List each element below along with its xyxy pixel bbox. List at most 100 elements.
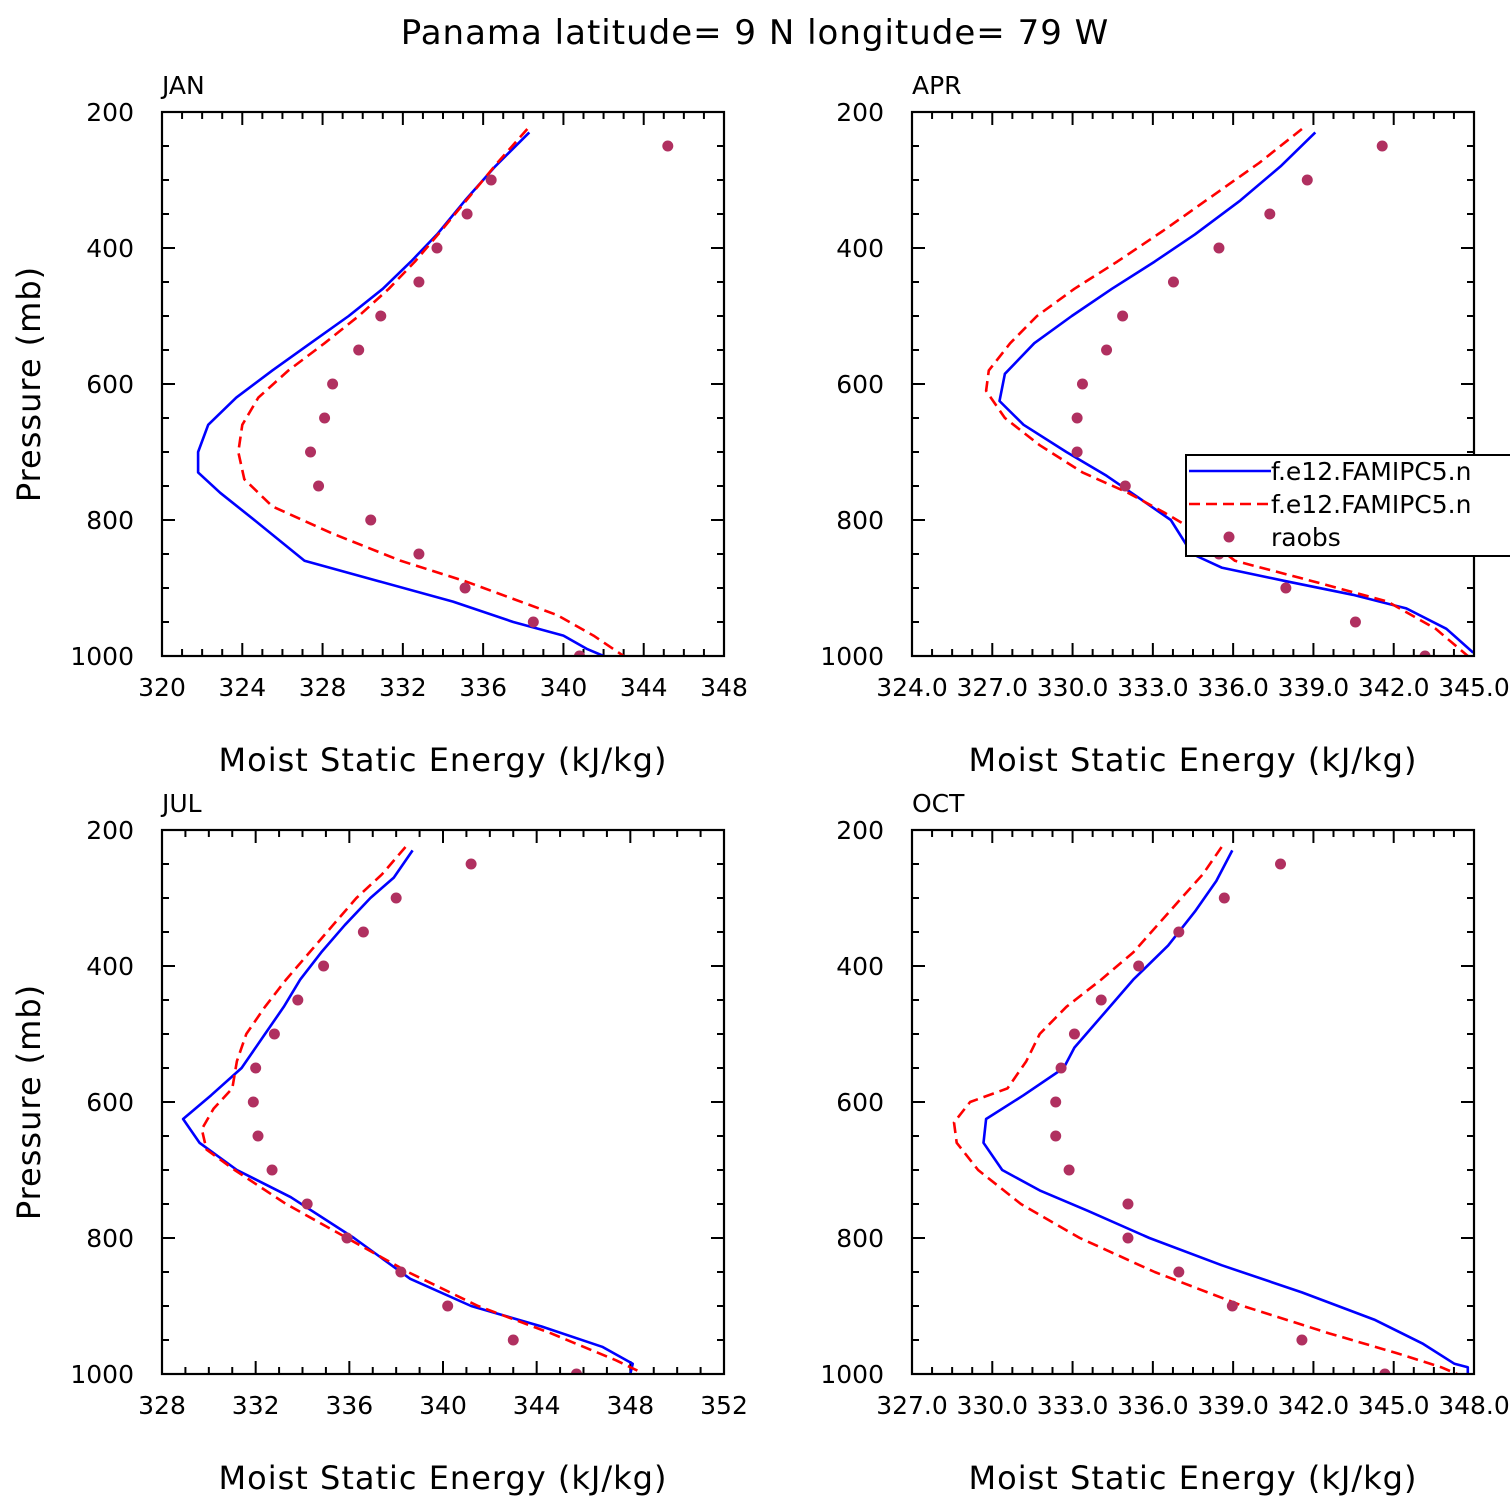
raobs-point <box>570 1368 582 1374</box>
raobs-point <box>318 960 330 972</box>
raobs-point <box>459 582 471 594</box>
raobs-point <box>301 1198 313 1210</box>
plot-frame <box>160 110 726 658</box>
chart-jul: JUL 328 332 336 340 344 348 352 200 400 600 800 1000… <box>10 789 748 1497</box>
raobs-point <box>390 892 402 904</box>
series-raobs <box>1071 140 1431 656</box>
panel-label: APR <box>912 71 962 100</box>
series-raobs <box>247 858 582 1374</box>
x-tick-label: 345.0 <box>1358 1391 1430 1420</box>
raobs-point <box>1173 926 1185 938</box>
x-tick-label: 328 <box>138 1391 186 1420</box>
raobs-point <box>1095 994 1107 1006</box>
raobs-point <box>1280 582 1292 594</box>
y-axis-title: Pressure (mb) <box>10 266 48 502</box>
plot-frame <box>910 110 1476 658</box>
raobs-point <box>507 1334 519 1346</box>
x-tick-label: 324 <box>218 673 266 702</box>
raobs-point <box>527 616 539 628</box>
x-tick-label: 339.0 <box>1278 673 1350 702</box>
series-line-red-dashed <box>237 128 625 656</box>
raobs-point <box>662 140 674 152</box>
raobs-point <box>1068 1028 1080 1040</box>
legend-label: f.e12.FAMIPC5.n <box>1271 457 1471 486</box>
raobs-point <box>1122 1232 1134 1244</box>
raobs-point <box>266 1164 278 1176</box>
y-tick-label: 600 <box>86 1088 134 1117</box>
raobs-point <box>1071 446 1083 458</box>
x-tick-label: 348 <box>700 673 748 702</box>
series-line-red-dashed <box>200 846 638 1372</box>
raobs-point <box>1173 1266 1185 1278</box>
raobs-point <box>573 650 585 656</box>
series-raobs <box>1050 858 1391 1374</box>
plot-area <box>984 127 1474 656</box>
chart-apr: APR 324.0 327.0 330.0 333.0 336.0 339.0 342.0 34… <box>820 71 1509 779</box>
x-tick-label: 328 <box>299 673 347 702</box>
series-line-blue-solid <box>998 131 1474 654</box>
raobs-point <box>1264 208 1276 220</box>
raobs-point <box>1218 892 1230 904</box>
x-tick-label: 344 <box>513 1391 561 1420</box>
raobs-point <box>1296 1334 1308 1346</box>
x-tick-label: 330.0 <box>956 1391 1028 1420</box>
raobs-point <box>319 412 331 424</box>
y-tick-label: 1000 <box>70 642 134 671</box>
raobs-point <box>431 242 443 254</box>
raobs-point <box>247 1096 259 1108</box>
raobs-point <box>1119 480 1131 492</box>
y-tick-label: 800 <box>86 506 134 535</box>
x-tick-label: 336 <box>325 1391 373 1420</box>
raobs-point <box>1275 858 1287 870</box>
x-tick-label: 344 <box>620 673 668 702</box>
raobs-point <box>327 378 339 390</box>
x-tick-label: 320 <box>138 673 186 702</box>
y-tick-label: 400 <box>836 952 884 981</box>
chart-oct: OCT 327.0 330.0 333.0 336.0 339.0 342.0 345.0 34… <box>820 789 1509 1497</box>
x-axis-title: Moist Static Energy (kJ/kg) <box>969 1459 1418 1497</box>
legend-dot <box>1223 531 1235 543</box>
panel-label: OCT <box>912 789 965 818</box>
raobs-point <box>1117 310 1129 322</box>
raobs-point <box>395 1266 407 1278</box>
x-tick-label: 339.0 <box>1197 1391 1269 1420</box>
raobs-point <box>465 858 477 870</box>
x-tick-label: 336 <box>459 673 507 702</box>
raobs-point <box>1419 650 1431 656</box>
raobs-point <box>268 1028 280 1040</box>
x-tick-label: 333.0 <box>1117 673 1189 702</box>
raobs-point <box>461 208 473 220</box>
legend: f.e12.FAMIPC5.n f.e12.FAMIPC5.n raobs <box>1185 454 1510 557</box>
raobs-point <box>1063 1164 1075 1176</box>
raobs-point <box>1301 174 1313 186</box>
y-tick-label: 600 <box>86 370 134 399</box>
raobs-point <box>1349 616 1361 628</box>
x-tick-label: 352 <box>700 1391 748 1420</box>
panel-label: JUL <box>160 789 202 818</box>
series-line-blue-solid <box>196 131 605 656</box>
raobs-point <box>353 344 365 356</box>
raobs-point <box>1133 960 1145 972</box>
y-tick-label: 400 <box>86 234 134 263</box>
plot-frame <box>910 828 1476 1376</box>
raobs-point <box>375 310 387 322</box>
figure-title: Panama latitude= 9 N longitude= 79 W <box>401 13 1110 53</box>
x-tick-label: 324.0 <box>876 673 948 702</box>
x-tick-label: 342.0 <box>1278 1391 1350 1420</box>
raobs-point <box>357 926 369 938</box>
y-tick-label: 200 <box>836 98 884 127</box>
chart-jan: JAN 320 324 328 332 336 340 344 348 200 400 600 800 1… <box>10 71 748 779</box>
raobs-point <box>365 514 377 526</box>
raobs-point <box>292 994 304 1006</box>
axis-ticks <box>161 111 725 657</box>
y-axis-title: Pressure (mb) <box>10 984 48 1220</box>
x-tick-label: 345.0 <box>1438 673 1510 702</box>
y-tick-label: 600 <box>836 370 884 399</box>
y-tick-label: 200 <box>86 98 134 127</box>
panel-label: JAN <box>160 71 205 100</box>
y-tick-label: 600 <box>836 1088 884 1117</box>
raobs-point <box>313 480 325 492</box>
x-tick-label: 327.0 <box>956 673 1028 702</box>
series-line-blue-solid <box>181 849 634 1374</box>
